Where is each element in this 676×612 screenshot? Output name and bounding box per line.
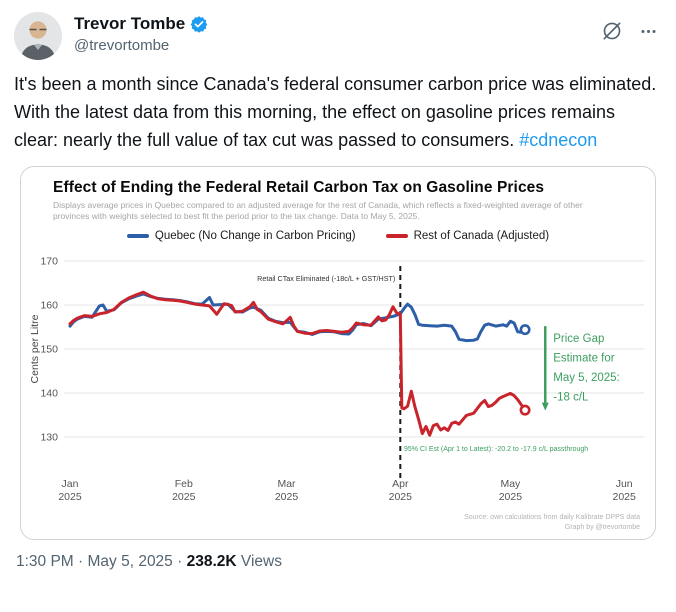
price-gap-label-line: -18 c/L — [553, 392, 589, 404]
legend-label-quebec: Quebec (No Change in Carbon Pricing) — [154, 230, 356, 242]
legend-label-roc: Rest of Canada (Adjusted) — [413, 230, 550, 242]
x-tick-year: 2025 — [499, 491, 523, 503]
y-tick-label: 150 — [40, 344, 58, 356]
x-tick-month: Mar — [277, 478, 296, 490]
tweet-text: It's been a month since Canada's federal… — [14, 70, 662, 154]
x-tick-month: Jun — [616, 478, 633, 490]
y-tick-label: 130 — [40, 432, 58, 444]
x-tick-year: 2025 — [389, 491, 413, 503]
x-tick-year: 2025 — [275, 491, 299, 503]
quebec-end-marker — [519, 324, 531, 336]
views-count: 238.2K — [186, 553, 237, 570]
x-tick-year: 2025 — [612, 491, 636, 503]
tweet-meta: 1:30 PM · May 5, 2025 · 238.2K Views — [16, 553, 662, 571]
legend-item-roc: Rest of Canada (Adjusted) — [385, 230, 550, 242]
x-tick-month: Feb — [175, 478, 193, 490]
grok-actions-icon[interactable] — [601, 20, 623, 42]
tax-elimination-annotation: Retail CTax Eliminated (-18c/L + GST/HST… — [257, 274, 395, 283]
x-tick-year: 2025 — [58, 491, 82, 503]
identity-block: Trevor Tombe @trevortombe — [74, 12, 601, 54]
chart-legend: Quebec (No Change in Carbon Pricing) Res… — [21, 227, 655, 245]
user-handle[interactable]: @trevortombe — [74, 37, 170, 54]
source-credit-line: Graph by @trevortombe — [565, 524, 640, 531]
x-tick-year: 2025 — [172, 491, 196, 503]
views-label: Views — [236, 553, 282, 570]
name-row: Trevor Tombe — [74, 14, 601, 34]
timestamp-link[interactable]: 1:30 PM · May 5, 2025 — [16, 553, 173, 570]
x-tick-month: May — [500, 478, 521, 490]
quebec-series-line — [68, 292, 527, 343]
price-gap-label-line: Estimate for — [553, 353, 615, 365]
price-gap-label-line: Price Gap — [553, 333, 604, 345]
legend-item-quebec: Quebec (No Change in Carbon Pricing) — [126, 230, 356, 242]
verified-badge-icon — [190, 15, 208, 33]
hashtag-link[interactable]: #cdnecon — [519, 130, 598, 150]
y-tick-label: 160 — [40, 300, 58, 312]
y-tick-label: 170 — [40, 256, 58, 268]
quebec-line-swatch — [126, 234, 149, 238]
y-tick-label: 140 — [40, 388, 58, 400]
price-gap-label-line: May 5, 2025: — [553, 372, 619, 384]
tweet-container: Trevor Tombe @trevortombe — [14, 12, 662, 571]
more-options-icon[interactable] — [639, 22, 658, 41]
price-gap-arrowhead — [541, 402, 549, 411]
roc-line-swatch — [385, 234, 408, 238]
tweet-header: Trevor Tombe @trevortombe — [14, 12, 662, 60]
x-tick-month: Apr — [392, 478, 409, 490]
source-credit-line: Source: own calculations from daily Kali… — [464, 514, 640, 521]
tweet-text-main: It's been a month since Canada's federal… — [14, 74, 657, 150]
header-actions — [601, 12, 662, 42]
chart-image-attachment[interactable]: Effect of Ending the Federal Retail Carb… — [20, 166, 656, 540]
ci-note: 95% CI Est (Apr 1 to Latest): -20.2 to -… — [404, 446, 588, 453]
roc-end-marker — [519, 404, 531, 416]
avatar-photo — [14, 12, 62, 60]
chart-subtitle: Displays average prices in Quebec compar… — [53, 200, 583, 221]
x-tick-month: Jan — [62, 478, 79, 490]
y-axis-title: Cents per Litre — [29, 314, 41, 383]
meta-separator: · — [172, 553, 187, 570]
avatar[interactable] — [14, 12, 62, 60]
display-name[interactable]: Trevor Tombe — [74, 14, 186, 33]
chart-title: Effect of Ending the Federal Retail Carb… — [53, 179, 545, 196]
roc-series-line — [68, 290, 527, 437]
